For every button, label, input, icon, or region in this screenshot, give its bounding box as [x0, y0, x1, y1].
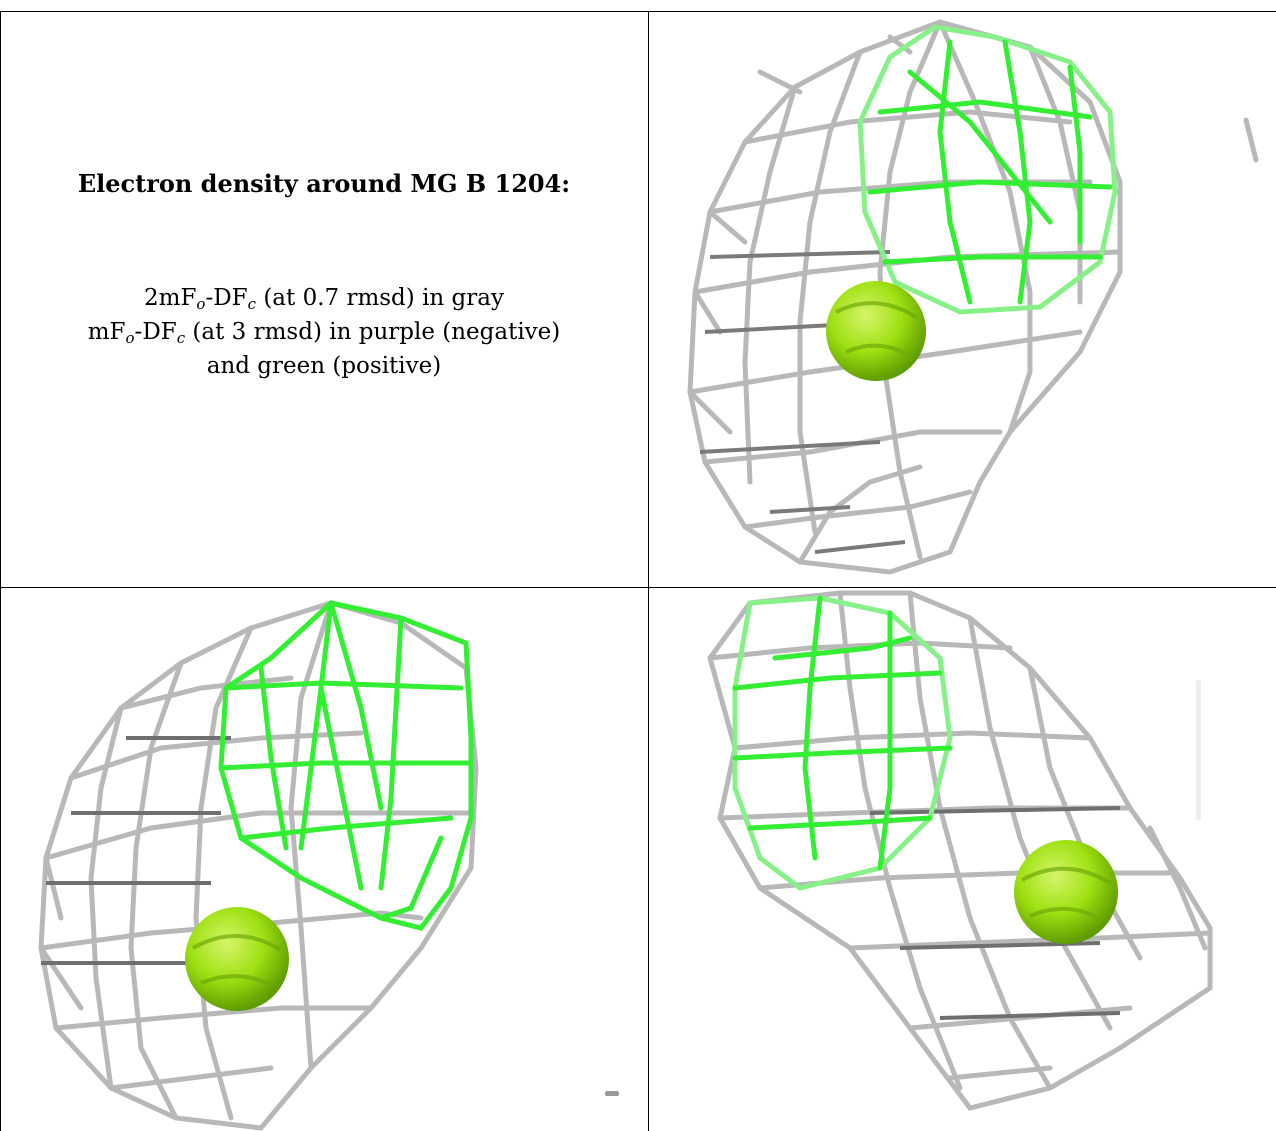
mesh-view-1 — [687, 19, 1259, 575]
caption-line-2-c: (at 3 rmsd) in purple (negative) — [185, 319, 561, 345]
caption-line-2-a: mF — [87, 319, 126, 345]
green-mesh — [732, 595, 953, 891]
mg-sphere-icon — [185, 907, 289, 1011]
border-middle-horizontal — [0, 587, 1276, 588]
gray-mesh-dark — [41, 736, 231, 965]
border-left — [0, 11, 1, 1131]
caption-line-1-a: 2mF — [144, 285, 197, 311]
caption-line-1: 2mFo-DFc (at 0.7 rmsd) in gray — [0, 282, 648, 314]
border-middle-vertical — [648, 11, 649, 1131]
gray-mesh — [707, 590, 1213, 1111]
density-view-bottom-left — [1, 588, 648, 1131]
caption-line-3: and green (positive) — [206, 353, 442, 379]
caption-line-2-b: -DF — [134, 319, 177, 345]
mg-sphere-icon — [826, 281, 926, 381]
caption-panel: Electron density around MG B 1204: 2mFo-… — [0, 0, 648, 587]
stray-mesh-fragment — [605, 1091, 619, 1096]
caption-line-1-a-sub: o — [196, 295, 206, 313]
caption-line-2-a-sub: o — [125, 329, 135, 347]
caption-line-2: mFo-DFc (at 3 rmsd) in purple (negative) — [0, 316, 648, 348]
stray-mesh-fragment — [1196, 680, 1201, 820]
mg-sphere-icon — [1014, 840, 1118, 944]
caption-title: Electron density around MG B 1204: — [77, 169, 571, 198]
gray-mesh — [38, 600, 479, 1131]
caption-line-2-b-sub: c — [176, 329, 186, 347]
mesh-view-2 — [38, 600, 619, 1131]
caption-line-1-b-sub: c — [247, 295, 257, 313]
border-top — [0, 11, 1276, 12]
density-view-top-right — [650, 12, 1276, 587]
density-view-bottom-right — [650, 588, 1276, 1131]
caption-line-1-c: (at 0.7 rmsd) in gray — [256, 285, 504, 311]
stray-mesh-fragment — [1243, 117, 1259, 163]
green-mesh — [218, 600, 474, 931]
caption-line-1-b: -DF — [205, 285, 248, 311]
green-mesh — [857, 24, 1118, 315]
mesh-view-3 — [707, 590, 1213, 1111]
